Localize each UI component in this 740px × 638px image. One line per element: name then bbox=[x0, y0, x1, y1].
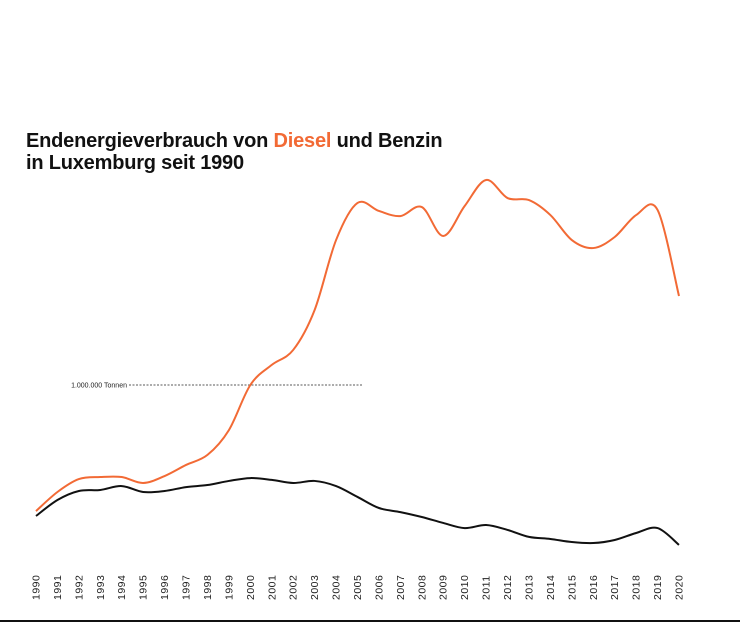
x-tick-label: 2014 bbox=[545, 575, 557, 600]
x-tick-label: 2004 bbox=[331, 575, 343, 600]
x-tick-label: 1995 bbox=[138, 575, 150, 600]
x-tick-label: 2002 bbox=[288, 575, 300, 600]
x-tick-label: 2020 bbox=[674, 575, 686, 600]
title-pre: Endenergieverbrauch von bbox=[26, 130, 274, 152]
x-tick-label: 1993 bbox=[95, 575, 107, 600]
title-line2: in Luxemburg seit 1990 bbox=[26, 152, 244, 174]
x-tick-label: 2001 bbox=[266, 575, 278, 600]
x-tick-label: 1991 bbox=[52, 575, 64, 600]
x-tick-label: 2011 bbox=[481, 575, 493, 600]
series-line-diesel bbox=[35, 179, 680, 512]
x-tick-label: 2017 bbox=[609, 575, 621, 600]
x-tick-label: 1994 bbox=[116, 575, 128, 600]
x-tick-label: 2009 bbox=[438, 575, 450, 600]
x-tick-label: 1992 bbox=[73, 575, 85, 600]
series-line-benzin bbox=[35, 477, 680, 546]
x-tick-label: 2012 bbox=[502, 575, 514, 600]
reference-line-label: 1.000.000 Tonnen bbox=[71, 383, 127, 390]
x-tick-label: 2015 bbox=[566, 575, 578, 600]
x-tick-label: 2006 bbox=[373, 575, 385, 600]
x-tick-label: 2003 bbox=[309, 575, 321, 600]
x-tick-label: 2013 bbox=[523, 575, 535, 600]
x-tick-label: 2016 bbox=[588, 575, 600, 600]
x-tick-label: 2008 bbox=[416, 575, 428, 600]
x-tick-label: 2019 bbox=[652, 575, 664, 600]
x-tick-label: 2007 bbox=[395, 575, 407, 600]
x-tick-label: 2005 bbox=[352, 575, 364, 600]
x-tick-label: 1996 bbox=[159, 575, 171, 600]
title-post: und Benzin bbox=[331, 130, 443, 152]
bottom-rule bbox=[0, 620, 740, 622]
x-tick-label: 2000 bbox=[245, 575, 257, 600]
title-diesel-highlight: Diesel bbox=[273, 130, 332, 152]
x-tick-label: 1990 bbox=[31, 575, 43, 600]
x-tick-label: 2010 bbox=[459, 575, 471, 600]
x-tick-label: 1998 bbox=[202, 575, 214, 600]
x-tick-label: 1999 bbox=[223, 575, 235, 600]
x-tick-label: 1997 bbox=[181, 575, 193, 600]
chart-title: Endenergieverbrauch von Diesel und Benzi… bbox=[26, 130, 443, 174]
x-tick-label: 2018 bbox=[631, 575, 643, 600]
